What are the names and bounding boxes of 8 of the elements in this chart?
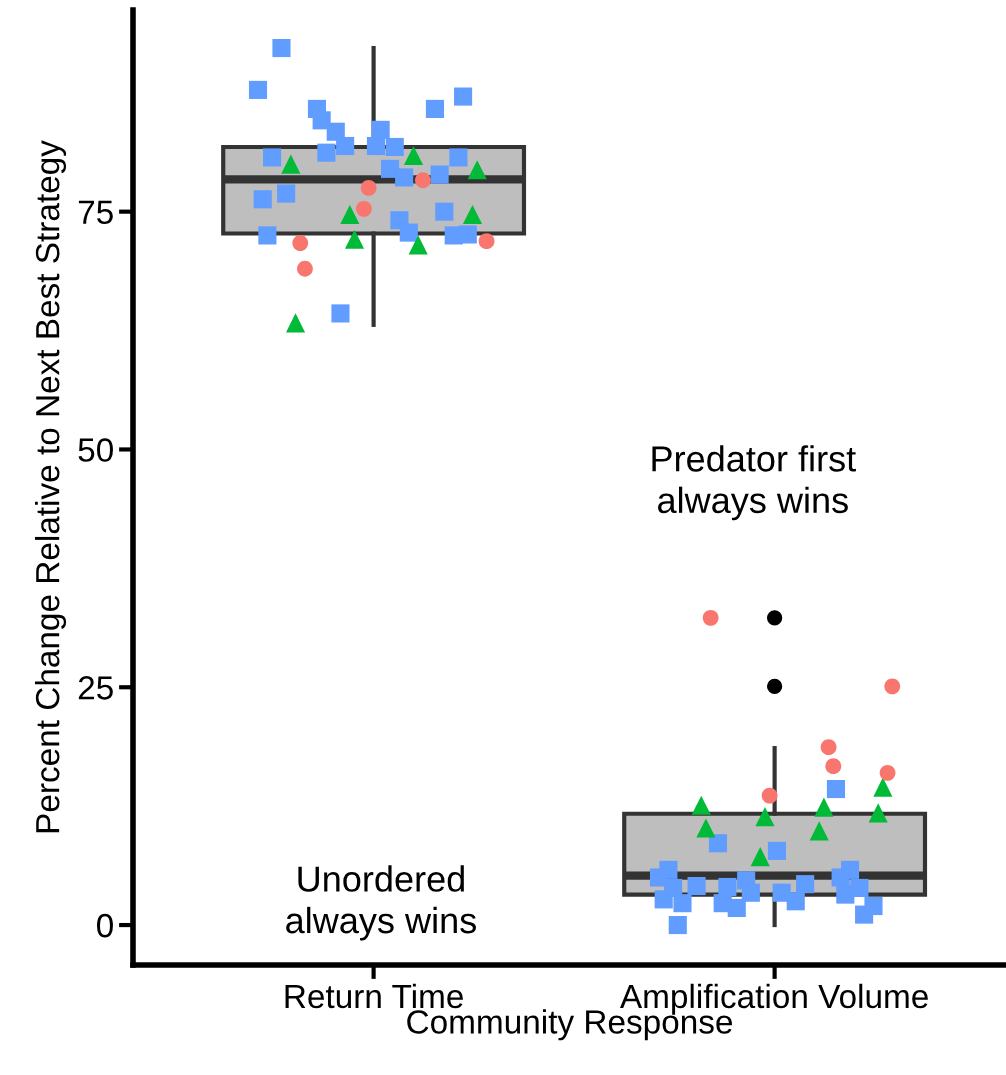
- y-tick-label: 0: [97, 913, 113, 938]
- y-tick-label: 50: [78, 438, 113, 462]
- annotation: Unordered always wins: [286, 865, 476, 941]
- y-tick-label: 75: [78, 200, 113, 225]
- annotation: Predator first always wins: [652, 445, 856, 521]
- x-tick-label: Return Time: [285, 983, 463, 1009]
- y-axis-title: Percent Change Relative to Next Best Strategy: [34, 140, 67, 833]
- y-tick-label: 25: [78, 676, 113, 700]
